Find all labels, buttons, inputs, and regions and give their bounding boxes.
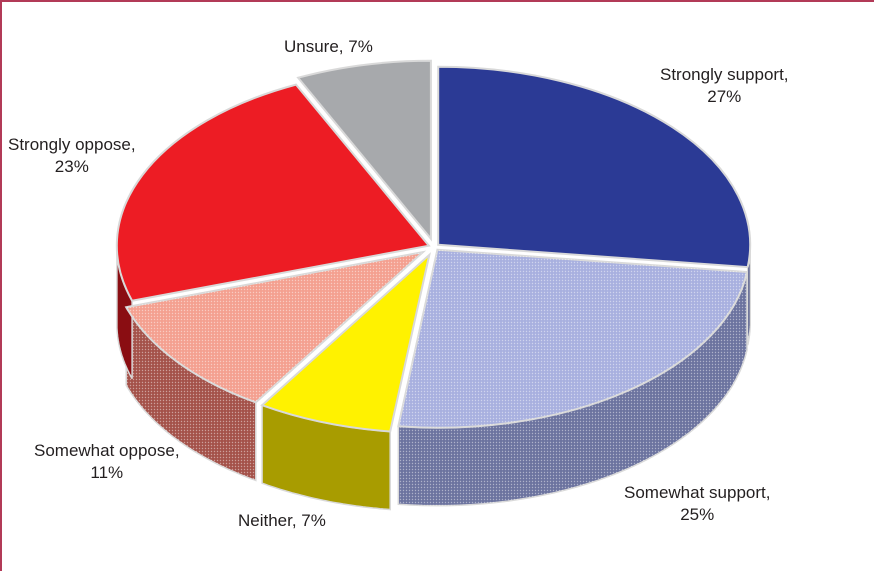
slice-side-texture-somewhat-support bbox=[398, 272, 747, 506]
slice-unsure bbox=[296, 59, 432, 242]
label-strongly-oppose: Strongly oppose, 23% bbox=[8, 135, 136, 176]
slice-strongly-support bbox=[437, 65, 752, 269]
slice-side-texture-somewhat-oppose bbox=[126, 307, 256, 481]
label-strongly-support: Strongly support, 27% bbox=[660, 65, 789, 106]
slice-texture-somewhat-oppose bbox=[126, 252, 423, 403]
label-neither: Neither, 7% bbox=[238, 511, 326, 530]
label-unsure: Unsure, 7% bbox=[284, 37, 373, 56]
label-somewhat-oppose: Somewhat oppose, 11% bbox=[34, 441, 180, 482]
slice-neither bbox=[260, 252, 431, 433]
slice-texture-somewhat-support bbox=[398, 249, 747, 428]
slice-strongly-oppose bbox=[115, 83, 431, 302]
label-somewhat-support: Somewhat support, 25% bbox=[624, 483, 771, 524]
